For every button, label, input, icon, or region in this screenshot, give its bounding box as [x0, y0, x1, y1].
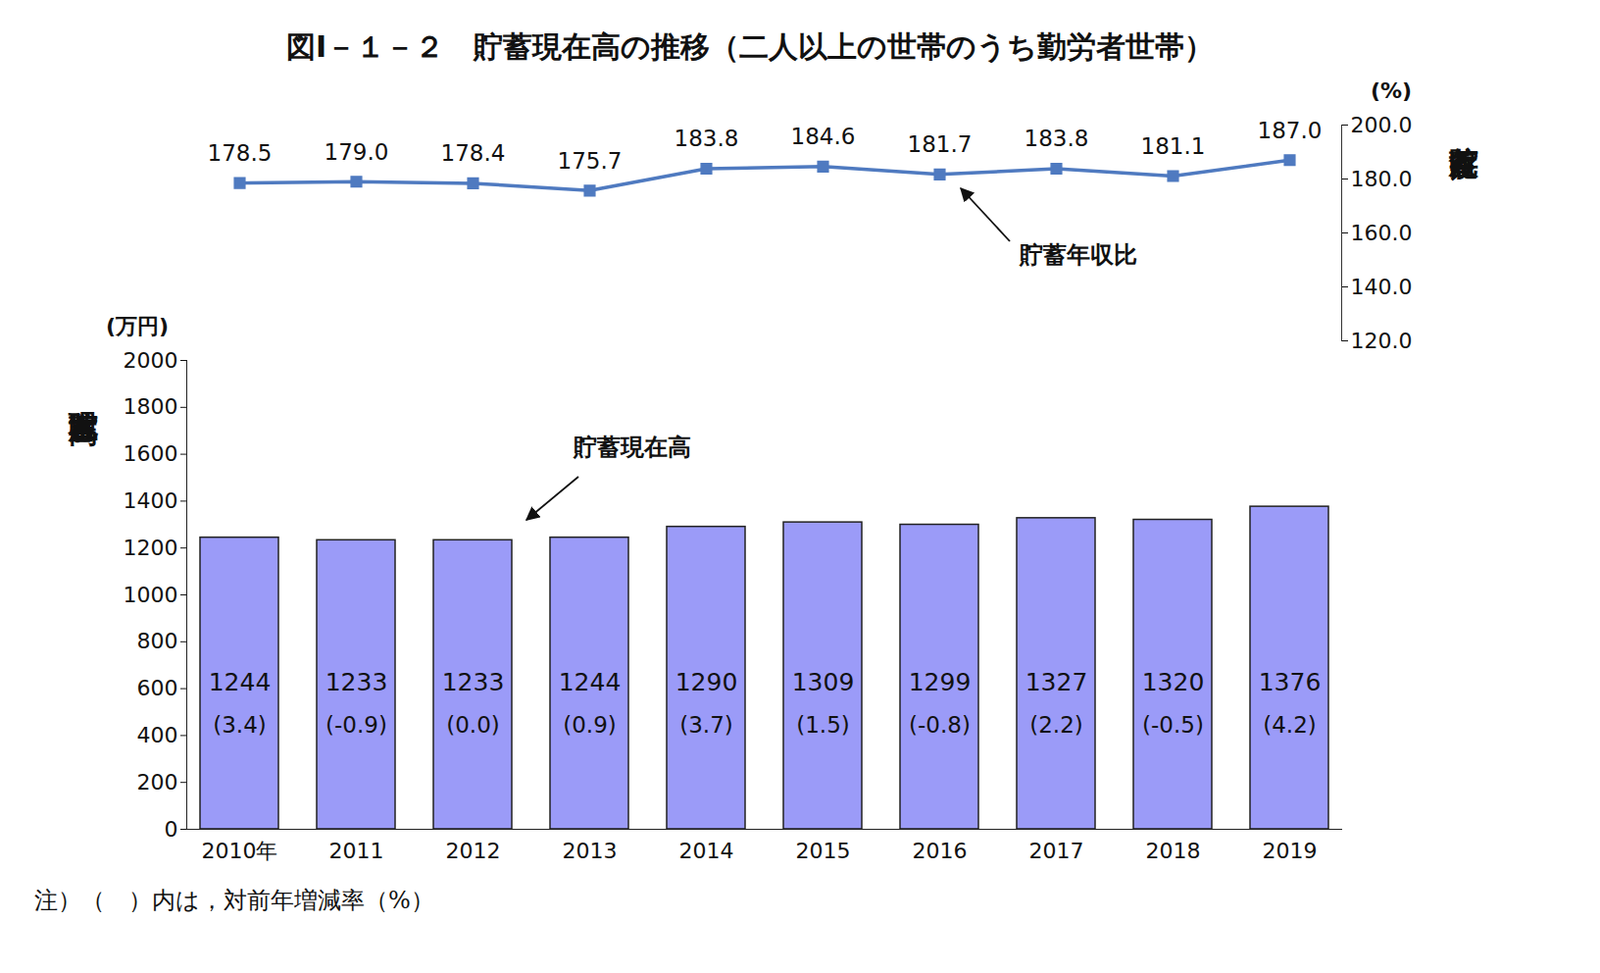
- svg-text:120.0: 120.0: [1350, 328, 1413, 353]
- svg-text:(0.9): (0.9): [562, 711, 617, 738]
- svg-text:181.7: 181.7: [907, 131, 973, 157]
- svg-text:800: 800: [137, 628, 179, 653]
- svg-text:178.4: 178.4: [441, 140, 506, 166]
- svg-text:1290: 1290: [675, 667, 739, 697]
- svg-text:187.0: 187.0: [1257, 117, 1323, 144]
- html-text:図Ⅰ－１－２ 貯蓄現在高の推移（二人以上の世帯のうち勤労者世: 図Ⅰ－１－２ 貯蓄現在高の推移（二人以上の世帯のうち勤労者世帯）: [286, 29, 1214, 64]
- svg-text:179.0: 179.0: [324, 139, 390, 165]
- svg-text:2000: 2000: [123, 348, 179, 373]
- svg-text:(4.2): (4.2): [1262, 711, 1317, 738]
- svg-text:(-0.5): (-0.5): [1142, 711, 1204, 738]
- svg-text:(2.2): (2.2): [1029, 711, 1084, 738]
- svg-text:2011: 2011: [329, 838, 385, 863]
- svg-text:1376: 1376: [1258, 667, 1322, 697]
- svg-text:2015: 2015: [796, 838, 851, 863]
- html-text:貯蓄年収比: 貯蓄年収比: [1019, 241, 1138, 269]
- svg-text:1600: 1600: [123, 441, 179, 466]
- svg-text:1299: 1299: [908, 667, 972, 697]
- svg-text:1000: 1000: [123, 582, 179, 607]
- svg-text:1244: 1244: [208, 667, 272, 697]
- svg-text:(-0.8): (-0.8): [908, 711, 971, 738]
- svg-text:183.8: 183.8: [674, 125, 740, 151]
- svg-text:140.0: 140.0: [1350, 274, 1413, 300]
- html-text:(万円): (万円): [105, 313, 169, 339]
- svg-text:600: 600: [137, 675, 179, 700]
- svg-text:184.6: 184.6: [791, 123, 856, 150]
- svg-text:2013: 2013: [562, 838, 618, 863]
- svg-text:2012: 2012: [446, 838, 501, 863]
- svg-text:400: 400: [137, 722, 179, 748]
- svg-text:160.0: 160.0: [1350, 220, 1413, 246]
- svg-text:181.1: 181.1: [1141, 133, 1206, 159]
- html-text:注）（ ）内は，対前年増減率（%）: 注）（ ）内は，対前年増減率（%）: [34, 886, 435, 914]
- svg-text:(-0.9): (-0.9): [325, 711, 388, 738]
- html-text:貯蓄現在高: 貯蓄現在高: [573, 433, 692, 461]
- svg-text:180.0: 180.0: [1350, 166, 1413, 192]
- svg-text:1327: 1327: [1025, 667, 1089, 697]
- svg-text:1800: 1800: [123, 394, 179, 419]
- html-text:貯蓄現在高: 貯蓄現在高: [66, 387, 101, 393]
- svg-text:1309: 1309: [792, 667, 855, 697]
- svg-text:1233: 1233: [325, 667, 389, 697]
- svg-text:183.8: 183.8: [1024, 125, 1090, 151]
- svg-text:0: 0: [164, 816, 179, 842]
- svg-text:2010年: 2010年: [201, 838, 279, 863]
- svg-text:1244: 1244: [558, 667, 622, 697]
- svg-text:1320: 1320: [1142, 667, 1205, 697]
- svg-text:2018: 2018: [1146, 838, 1201, 863]
- svg-text:(3.4): (3.4): [212, 711, 267, 738]
- svg-text:1233: 1233: [442, 667, 505, 697]
- svg-text:2014: 2014: [679, 838, 735, 863]
- svg-text:2017: 2017: [1029, 838, 1085, 863]
- svg-text:(3.7): (3.7): [679, 711, 734, 738]
- svg-text:178.5: 178.5: [207, 140, 273, 166]
- svg-text:(1.5): (1.5): [796, 711, 850, 738]
- svg-text:1400: 1400: [123, 488, 179, 513]
- svg-text:(0.0): (0.0): [446, 711, 500, 738]
- html-text:貯蓄年収比: 貯蓄年収比: [1447, 122, 1482, 128]
- svg-text:2016: 2016: [912, 838, 968, 863]
- svg-text:1200: 1200: [123, 535, 179, 560]
- svg-text:200.0: 200.0: [1350, 112, 1413, 138]
- svg-text:200: 200: [137, 769, 179, 795]
- svg-text:175.7: 175.7: [557, 148, 623, 174]
- svg-text:2019: 2019: [1262, 838, 1318, 863]
